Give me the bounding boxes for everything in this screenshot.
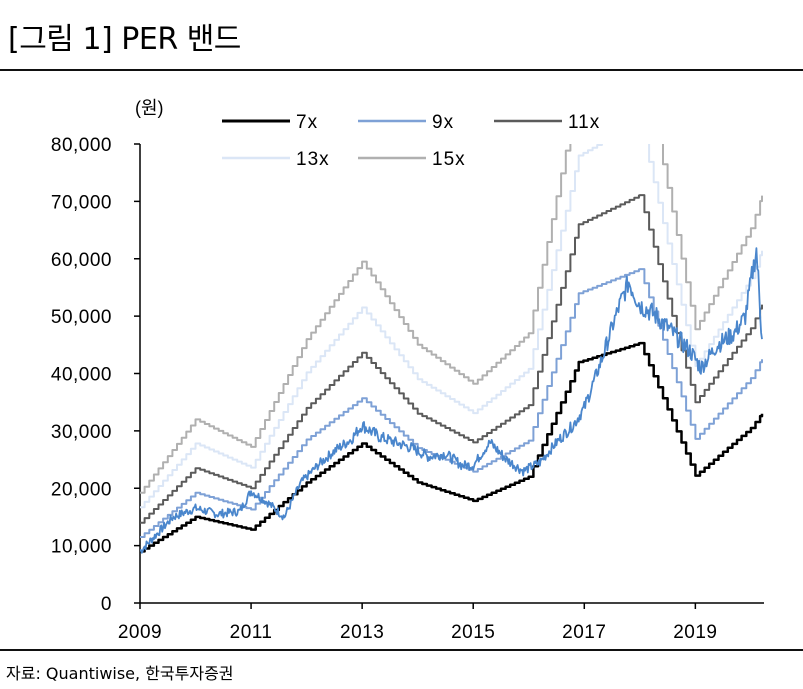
x-tick-label: 2011 — [230, 622, 273, 643]
y-tick-label: 30,000 — [51, 422, 112, 443]
y-tick-label: 20,000 — [51, 479, 112, 500]
source-note: 자료: Quantiwise, 한국투자증권 — [6, 664, 234, 683]
series-line-7x — [140, 341, 764, 553]
series-line-11x — [140, 194, 763, 524]
series-line-13x — [140, 144, 763, 509]
y-tick-label: 10,000 — [51, 537, 112, 558]
x-tick-label: 2019 — [673, 622, 717, 643]
legend-label-13x: 13x — [296, 149, 330, 170]
title-divider — [0, 69, 803, 71]
series-line-15x — [140, 144, 763, 494]
legend-label-15x: 15x — [432, 149, 466, 170]
y-tick-label: 80,000 — [51, 135, 112, 156]
figure-title: [그림 1] PER 밴드 — [8, 22, 241, 57]
series-line-price — [140, 247, 763, 554]
legend-label-11x: 11x — [568, 112, 600, 133]
y-tick-label: 50,000 — [51, 307, 112, 328]
x-tick-label: 2017 — [562, 622, 606, 643]
source-divider — [0, 649, 803, 651]
x-tick-label: 2015 — [451, 622, 495, 643]
y-unit-label: (원) — [135, 98, 164, 118]
legend-label-7x: 7x — [296, 112, 318, 133]
x-tick-label: 2013 — [340, 622, 384, 643]
y-tick-label: 70,000 — [51, 192, 112, 213]
legend-label-9x: 9x — [432, 112, 454, 133]
y-tick-label: 40,000 — [51, 365, 112, 386]
y-tick-label: 60,000 — [51, 250, 112, 271]
y-tick-label: 0 — [101, 594, 112, 615]
x-tick-label: 2009 — [118, 622, 162, 643]
